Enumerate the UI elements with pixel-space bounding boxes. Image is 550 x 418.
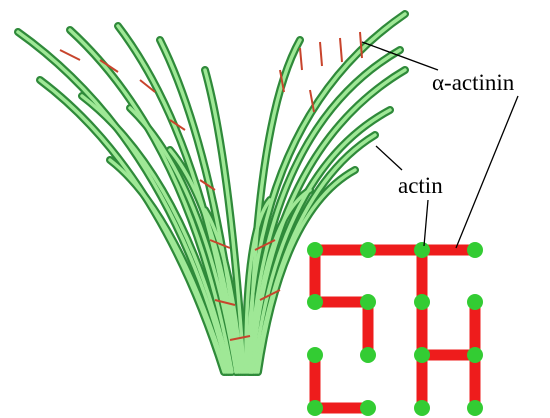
actin-label: actin: [398, 173, 443, 198]
lattice: [307, 242, 483, 416]
figure: α-actinin actin: [0, 0, 550, 418]
alpha-actinin-label: α-actinin: [432, 70, 515, 95]
